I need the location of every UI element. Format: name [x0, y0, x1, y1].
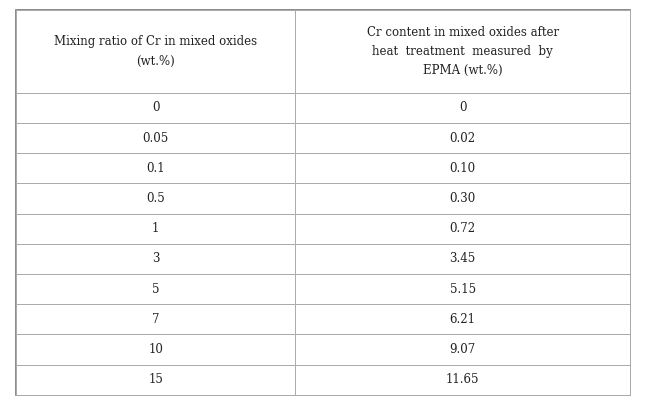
Bar — [16, 123, 295, 153]
Text: 11.65: 11.65 — [446, 373, 479, 386]
Bar — [16, 274, 295, 304]
Bar — [295, 244, 630, 274]
Text: 7: 7 — [152, 313, 160, 326]
Text: 0.10: 0.10 — [450, 162, 475, 175]
Text: 0: 0 — [459, 101, 466, 115]
Bar — [295, 364, 630, 395]
Bar — [295, 214, 630, 244]
Bar — [295, 274, 630, 304]
Bar — [295, 153, 630, 183]
Bar — [16, 244, 295, 274]
Text: 5.15: 5.15 — [450, 283, 475, 296]
Text: 1: 1 — [152, 222, 160, 235]
Bar — [295, 304, 630, 335]
Bar — [16, 364, 295, 395]
Text: 0: 0 — [152, 101, 160, 115]
Text: 5: 5 — [152, 283, 160, 296]
Bar — [16, 304, 295, 335]
Bar — [295, 93, 630, 123]
Bar — [16, 93, 295, 123]
Bar — [16, 335, 295, 364]
Text: 10: 10 — [149, 343, 163, 356]
Bar — [16, 10, 295, 93]
Bar — [295, 335, 630, 364]
Bar — [295, 123, 630, 153]
Text: 3.45: 3.45 — [450, 252, 475, 265]
Bar — [295, 10, 630, 93]
Bar — [295, 183, 630, 214]
Text: 15: 15 — [149, 373, 163, 386]
Text: Cr content in mixed oxides after
heat  treatment  measured  by
EPMA (wt.%): Cr content in mixed oxides after heat tr… — [366, 26, 559, 77]
Text: 0.02: 0.02 — [450, 132, 475, 145]
Bar — [16, 153, 295, 183]
Text: 0.5: 0.5 — [147, 192, 165, 205]
Bar — [16, 214, 295, 244]
Text: 0.1: 0.1 — [147, 162, 165, 175]
Text: 3: 3 — [152, 252, 160, 265]
Text: 9.07: 9.07 — [450, 343, 475, 356]
Text: 6.21: 6.21 — [450, 313, 475, 326]
Bar — [16, 183, 295, 214]
Text: 0.30: 0.30 — [450, 192, 475, 205]
Text: Mixing ratio of Cr in mixed oxides
(wt.%): Mixing ratio of Cr in mixed oxides (wt.%… — [54, 36, 257, 68]
Text: 0.72: 0.72 — [450, 222, 475, 235]
Text: 0.05: 0.05 — [143, 132, 169, 145]
